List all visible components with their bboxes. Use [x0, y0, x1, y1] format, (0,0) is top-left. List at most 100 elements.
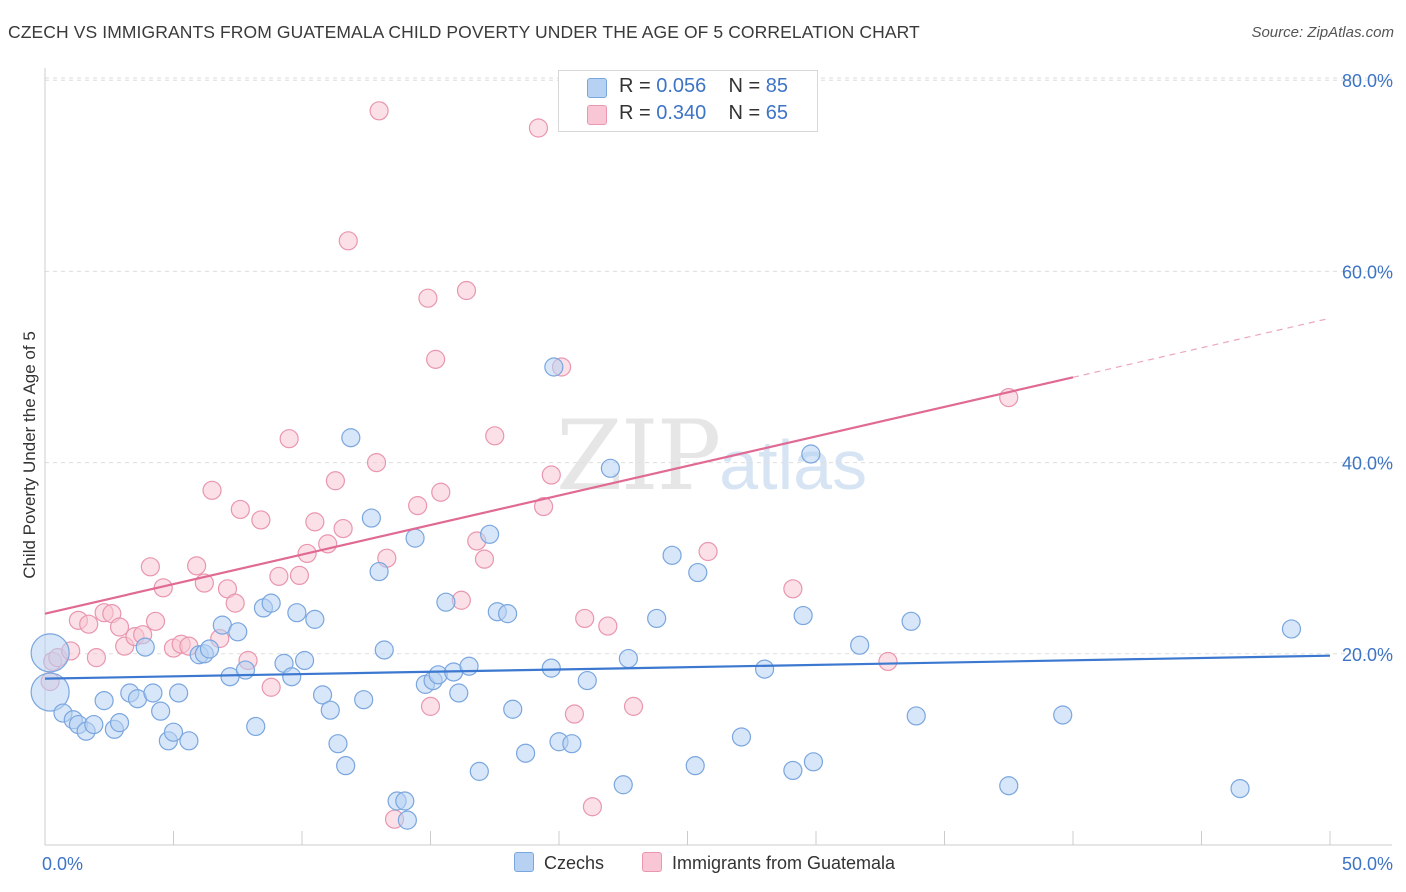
data-point-czechs: [294, 650, 315, 671]
data-point-czechs: [135, 637, 155, 657]
data-point-czechs: [261, 593, 281, 613]
data-point-guatemala: [202, 480, 222, 500]
data-point-czechs: [562, 734, 582, 754]
data-point-czechs: [793, 605, 813, 626]
correlation-legend: R = 0.056 N = 85 R = 0.340 N = 65: [558, 70, 818, 132]
x-tick-label-max: 50.0%: [1342, 854, 1393, 874]
data-point-czechs: [906, 706, 926, 726]
data-point-guatemala: [269, 566, 289, 586]
data-point-czechs: [577, 670, 597, 691]
data-point-guatemala: [230, 499, 250, 520]
data-point-czechs: [503, 699, 523, 719]
data-point-guatemala: [623, 696, 644, 716]
data-point-guatemala: [187, 556, 207, 576]
data-point-czechs: [336, 756, 356, 776]
data-point-guatemala: [325, 471, 346, 491]
data-point-czechs: [169, 683, 189, 703]
data-point-czechs: [498, 604, 518, 624]
data-point-czechs: [731, 727, 752, 747]
data-point-czechs: [688, 562, 708, 583]
data-point-guatemala: [86, 648, 107, 668]
data-point-czechs: [361, 508, 381, 528]
data-point-czechs: [405, 528, 425, 548]
data-point-czechs: [369, 561, 389, 582]
data-point-czechs: [901, 611, 921, 631]
data-point-guatemala: [279, 429, 299, 449]
data-point-guatemala: [369, 101, 389, 121]
data-point-czechs: [246, 716, 266, 737]
data-point-czechs: [354, 690, 374, 710]
data-point-czechs: [282, 667, 302, 687]
data-point-czechs: [850, 635, 870, 655]
data-point-czechs: [109, 713, 130, 733]
data-point-czechs: [662, 545, 682, 565]
trend-line-guatemala: [44, 376, 1074, 615]
data-point-czechs: [395, 791, 415, 811]
trend-line-extension-guatemala: [1072, 317, 1331, 378]
data-point-guatemala: [878, 651, 898, 672]
data-point-czechs: [163, 722, 184, 742]
data-point-guatemala: [564, 704, 585, 724]
data-point-guatemala: [698, 541, 718, 562]
data-point-czechs: [235, 660, 256, 680]
data-point-guatemala: [598, 616, 618, 636]
trend-line-czechs: [44, 654, 1331, 680]
data-point-czechs: [515, 743, 536, 763]
legend-swatch-guatemala: [587, 105, 607, 125]
data-point-czechs: [541, 658, 561, 678]
data-point-czechs: [1053, 705, 1073, 725]
data-point-guatemala: [261, 677, 281, 697]
data-point-guatemala: [528, 118, 549, 138]
data-point-czechs: [328, 734, 348, 754]
watermark-zip: ZIP: [556, 400, 721, 512]
data-point-guatemala: [783, 579, 803, 599]
data-point-czechs: [1281, 619, 1302, 639]
legend-swatch-czechs: [587, 78, 607, 98]
data-point-czechs: [94, 691, 114, 711]
data-point-guatemala: [431, 482, 451, 502]
data-point-czechs: [480, 524, 500, 544]
watermark-atlas: atlas: [719, 426, 868, 504]
data-point-czechs: [228, 622, 248, 642]
x-tick-label-min: 0.0%: [42, 854, 83, 874]
data-point-czechs: [30, 633, 70, 673]
data-point-czechs: [30, 672, 70, 712]
series-legend-swatch-guatemala: [642, 852, 662, 872]
data-point-guatemala: [420, 696, 441, 716]
data-point-czechs: [618, 648, 638, 669]
data-point-guatemala: [333, 518, 353, 539]
data-point-guatemala: [79, 614, 99, 634]
data-point-guatemala: [289, 565, 310, 586]
data-point-czechs: [199, 639, 220, 659]
series-legend-label-czechs: Czechs: [544, 853, 605, 873]
data-point-czechs: [312, 685, 333, 705]
data-point-guatemala: [474, 549, 495, 569]
legend-n-label-czechs: N =: [728, 75, 766, 97]
data-point-guatemala: [366, 453, 387, 473]
data-point-czechs: [999, 776, 1019, 796]
data-point-guatemala: [456, 280, 477, 301]
source-label: Source: ZipAtlas.com: [1251, 24, 1394, 41]
legend-r-label-guatemala: R =: [619, 102, 657, 124]
data-point-czechs: [374, 640, 394, 660]
data-point-czechs: [783, 760, 803, 781]
data-point-czechs: [341, 428, 361, 448]
series-legend-swatch-czechs: [514, 852, 534, 872]
legend-n-value-guatemala: 65: [765, 102, 789, 124]
data-point-guatemala: [225, 593, 245, 613]
y-tick-label: 20.0%: [1342, 645, 1393, 665]
data-point-czechs: [459, 656, 479, 676]
legend-r-value-guatemala: 0.340: [656, 102, 707, 124]
data-point-guatemala: [533, 496, 554, 517]
data-point-czechs: [600, 458, 621, 478]
data-point-czechs: [449, 683, 469, 703]
data-point-czechs: [84, 714, 104, 735]
y-tick-label: 60.0%: [1342, 262, 1393, 282]
data-point-czechs: [397, 810, 417, 830]
data-point-czechs: [801, 444, 821, 464]
data-point-czechs: [685, 756, 705, 776]
series-legend-czechs: Czechs: [514, 852, 604, 876]
data-point-czechs: [647, 608, 667, 629]
series-legend-label-guatemala: Immigrants from Guatemala: [672, 853, 896, 873]
data-point-guatemala: [418, 288, 438, 308]
